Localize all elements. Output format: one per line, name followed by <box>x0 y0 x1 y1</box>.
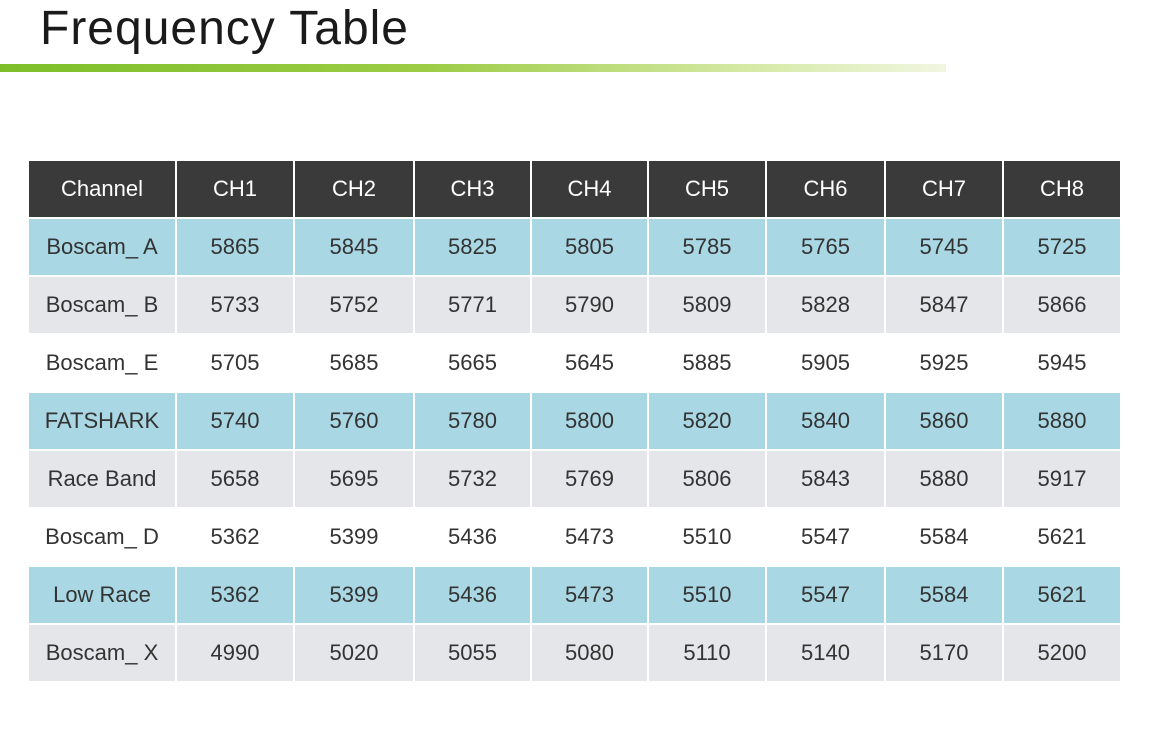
header-ch3: CH3 <box>415 161 530 217</box>
header-ch8: CH8 <box>1004 161 1120 217</box>
frequency-cell: 5362 <box>177 567 293 623</box>
frequency-cell: 5825 <box>415 219 530 275</box>
frequency-cell: 5880 <box>1004 393 1120 449</box>
frequency-cell: 5055 <box>415 625 530 681</box>
frequency-cell: 5436 <box>415 509 530 565</box>
header-channel: Channel <box>29 161 175 217</box>
header-ch2: CH2 <box>295 161 413 217</box>
frequency-cell: 5847 <box>886 277 1002 333</box>
table-row: Low Race 5362 5399 5436 5473 5510 5547 5584 5621 <box>29 567 1120 623</box>
frequency-cell: 5840 <box>767 393 884 449</box>
frequency-cell: 5800 <box>532 393 647 449</box>
frequency-cell: 5200 <box>1004 625 1120 681</box>
frequency-cell: 5925 <box>886 335 1002 391</box>
band-name-cell: FATSHARK <box>29 393 175 449</box>
table-row: Boscam_ D 5362 5399 5436 5473 5510 5547 5584 562… <box>29 509 1120 565</box>
frequency-cell: 5865 <box>177 219 293 275</box>
frequency-cell: 5665 <box>415 335 530 391</box>
band-name-cell: Low Race <box>29 567 175 623</box>
header-ch7: CH7 <box>886 161 1002 217</box>
frequency-cell: 5436 <box>415 567 530 623</box>
frequency-cell: 5020 <box>295 625 413 681</box>
table-row: Boscam_ X 4990 5020 5055 5080 5110 5140 5170 520… <box>29 625 1120 681</box>
frequency-cell: 5820 <box>649 393 765 449</box>
frequency-cell: 5769 <box>532 451 647 507</box>
frequency-cell: 5695 <box>295 451 413 507</box>
frequency-cell: 5905 <box>767 335 884 391</box>
frequency-cell: 5945 <box>1004 335 1120 391</box>
frequency-cell: 5685 <box>295 335 413 391</box>
frequency-cell: 4990 <box>177 625 293 681</box>
header-ch5: CH5 <box>649 161 765 217</box>
table-row: Race Band 5658 5695 5732 5769 5806 5843 5880 591… <box>29 451 1120 507</box>
band-name-cell: Race Band <box>29 451 175 507</box>
frequency-cell: 5170 <box>886 625 1002 681</box>
frequency-cell: 5752 <box>295 277 413 333</box>
frequency-cell: 5510 <box>649 509 765 565</box>
frequency-cell: 5790 <box>532 277 647 333</box>
band-name-cell: Boscam_ E <box>29 335 175 391</box>
title-underline <box>0 64 946 72</box>
frequency-cell: 5806 <box>649 451 765 507</box>
page-title: Frequency Table <box>40 2 409 55</box>
frequency-cell: 5510 <box>649 567 765 623</box>
table-row: Boscam_ B 5733 5752 5771 5790 5809 5828 5847 586… <box>29 277 1120 333</box>
frequency-cell: 5584 <box>886 567 1002 623</box>
frequency-cell: 5732 <box>415 451 530 507</box>
table-row: Boscam_ A 5865 5845 5825 5805 5785 5765 5745 572… <box>29 219 1120 275</box>
frequency-cell: 5621 <box>1004 567 1120 623</box>
frequency-cell: 5473 <box>532 567 647 623</box>
frequency-cell: 5547 <box>767 567 884 623</box>
frequency-cell: 5780 <box>415 393 530 449</box>
table-row: Boscam_ E 5705 5685 5665 5645 5885 5905 5925 594… <box>29 335 1120 391</box>
frequency-cell: 5760 <box>295 393 413 449</box>
frequency-cell: 5399 <box>295 509 413 565</box>
frequency-cell: 5860 <box>886 393 1002 449</box>
frequency-cell: 5771 <box>415 277 530 333</box>
frequency-cell: 5725 <box>1004 219 1120 275</box>
frequency-cell: 5885 <box>649 335 765 391</box>
frequency-cell: 5645 <box>532 335 647 391</box>
frequency-cell: 5080 <box>532 625 647 681</box>
frequency-cell: 5584 <box>886 509 1002 565</box>
frequency-cell: 5785 <box>649 219 765 275</box>
band-name-cell: Boscam_ B <box>29 277 175 333</box>
frequency-cell: 5880 <box>886 451 1002 507</box>
frequency-cell: 5733 <box>177 277 293 333</box>
frequency-cell: 5805 <box>532 219 647 275</box>
band-name-cell: Boscam_ D <box>29 509 175 565</box>
frequency-cell: 5110 <box>649 625 765 681</box>
frequency-cell: 5547 <box>767 509 884 565</box>
band-name-cell: Boscam_ X <box>29 625 175 681</box>
frequency-cell: 5828 <box>767 277 884 333</box>
header-ch6: CH6 <box>767 161 884 217</box>
frequency-cell: 5809 <box>649 277 765 333</box>
frequency-cell: 5399 <box>295 567 413 623</box>
frequency-cell: 5362 <box>177 509 293 565</box>
frequency-cell: 5845 <box>295 219 413 275</box>
frequency-cell: 5658 <box>177 451 293 507</box>
frequency-cell: 5140 <box>767 625 884 681</box>
frequency-cell: 5917 <box>1004 451 1120 507</box>
frequency-cell: 5843 <box>767 451 884 507</box>
header-ch1: CH1 <box>177 161 293 217</box>
frequency-cell: 5705 <box>177 335 293 391</box>
header-ch4: CH4 <box>532 161 647 217</box>
band-name-cell: Boscam_ A <box>29 219 175 275</box>
frequency-cell: 5473 <box>532 509 647 565</box>
frequency-cell: 5621 <box>1004 509 1120 565</box>
frequency-cell: 5745 <box>886 219 1002 275</box>
frequency-cell: 5866 <box>1004 277 1120 333</box>
table-row: FATSHARK 5740 5760 5780 5800 5820 5840 5860 5880 <box>29 393 1120 449</box>
frequency-table: Channel CH1 CH2 CH3 CH4 CH5 CH6 CH7 CH8 … <box>27 159 1122 683</box>
frequency-cell: 5765 <box>767 219 884 275</box>
frequency-cell: 5740 <box>177 393 293 449</box>
table-header-row: Channel CH1 CH2 CH3 CH4 CH5 CH6 CH7 CH8 <box>29 161 1120 217</box>
